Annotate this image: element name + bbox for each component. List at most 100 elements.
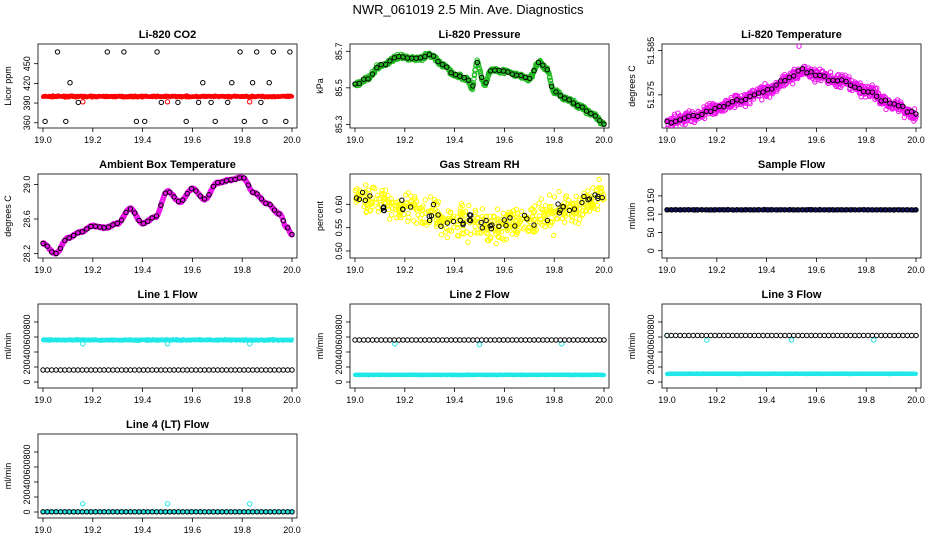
data-point xyxy=(579,104,585,110)
data-point xyxy=(465,77,472,84)
data-point xyxy=(898,99,904,105)
data-point xyxy=(496,223,502,230)
data-point xyxy=(668,120,674,126)
data-point xyxy=(263,367,269,373)
x-tick-label: 20.0 xyxy=(283,135,301,145)
data-point xyxy=(387,58,393,64)
data-point xyxy=(506,224,512,230)
data-point xyxy=(149,367,155,373)
data-point xyxy=(79,367,86,373)
data-point xyxy=(572,219,578,225)
data-point xyxy=(795,68,801,74)
panel-title: Li-820 CO2 xyxy=(139,29,196,41)
data-point xyxy=(857,80,863,86)
data-point xyxy=(476,230,482,236)
x-tick-label: 19.4 xyxy=(134,265,152,275)
data-point xyxy=(846,74,852,80)
data-point xyxy=(588,203,594,209)
data-point xyxy=(562,219,568,225)
data-point xyxy=(44,367,50,373)
data-point xyxy=(751,92,758,98)
data-point xyxy=(531,68,537,74)
data-point xyxy=(105,224,112,230)
data-point xyxy=(466,217,473,223)
data-point xyxy=(548,83,555,90)
data-point xyxy=(585,188,591,194)
data-point xyxy=(75,99,82,106)
data-point xyxy=(40,367,46,373)
figure-title: NWR_061019 2.5 Min. Ave. Diagnostics xyxy=(353,2,584,17)
data-point xyxy=(450,218,457,225)
data-point xyxy=(913,113,919,120)
data-point xyxy=(432,207,438,213)
y-tick-label: 85.7 xyxy=(334,43,344,61)
y-tick-label: 390 xyxy=(22,96,32,111)
x-tick-label: 19.6 xyxy=(184,265,202,275)
data-point xyxy=(110,222,116,228)
data-point xyxy=(219,367,225,373)
data-point xyxy=(547,219,553,225)
data-point xyxy=(512,223,518,229)
data-point xyxy=(426,217,433,224)
data-point xyxy=(546,192,553,198)
data-point xyxy=(430,201,437,208)
x-tick-label: 19.4 xyxy=(446,395,464,405)
x-tick-label: 19.8 xyxy=(233,395,251,405)
data-point xyxy=(424,222,430,228)
data-point xyxy=(529,214,536,220)
data-point xyxy=(84,367,90,373)
series-average xyxy=(42,49,293,125)
data-point xyxy=(210,367,217,373)
x-tick-label: 19.6 xyxy=(496,265,514,275)
data-point xyxy=(422,53,428,60)
data-point xyxy=(459,230,465,236)
data-point xyxy=(215,367,221,373)
data-point xyxy=(592,113,598,119)
data-point xyxy=(773,82,779,88)
data-point xyxy=(63,118,69,125)
data-point xyxy=(885,97,892,103)
data-point xyxy=(913,111,919,117)
data-point xyxy=(289,231,295,238)
data-point xyxy=(408,199,414,205)
data-point xyxy=(669,123,675,128)
data-point xyxy=(123,367,129,373)
data-point xyxy=(742,103,749,110)
y-tick-label: 0 xyxy=(22,379,32,384)
data-point xyxy=(57,367,64,373)
data-point xyxy=(583,108,590,114)
series-raw xyxy=(664,44,919,128)
data-point xyxy=(245,367,252,373)
data-point xyxy=(782,81,789,88)
data-point xyxy=(114,367,121,373)
data-point xyxy=(542,224,548,230)
data-point xyxy=(496,220,502,227)
data-point xyxy=(118,367,125,373)
data-point xyxy=(435,58,441,65)
data-point xyxy=(447,217,454,224)
data-point xyxy=(457,217,463,224)
data-point xyxy=(874,85,880,91)
data-point xyxy=(478,71,484,77)
x-tick-label: 19.2 xyxy=(396,395,414,405)
data-point xyxy=(518,72,524,79)
data-point xyxy=(475,219,482,226)
data-point xyxy=(188,367,195,373)
data-point xyxy=(493,240,499,247)
data-point xyxy=(201,367,208,373)
data-point xyxy=(175,99,181,106)
data-point xyxy=(247,99,253,105)
data-point xyxy=(428,213,435,219)
data-point xyxy=(455,221,461,228)
data-point xyxy=(241,118,248,125)
data-point xyxy=(232,367,238,373)
data-point xyxy=(466,202,472,209)
data-point xyxy=(465,239,471,245)
y-axis-label: kPa xyxy=(315,78,325,94)
data-point xyxy=(280,367,286,373)
data-point xyxy=(556,210,563,216)
data-point xyxy=(180,367,186,373)
data-point xyxy=(686,108,692,114)
